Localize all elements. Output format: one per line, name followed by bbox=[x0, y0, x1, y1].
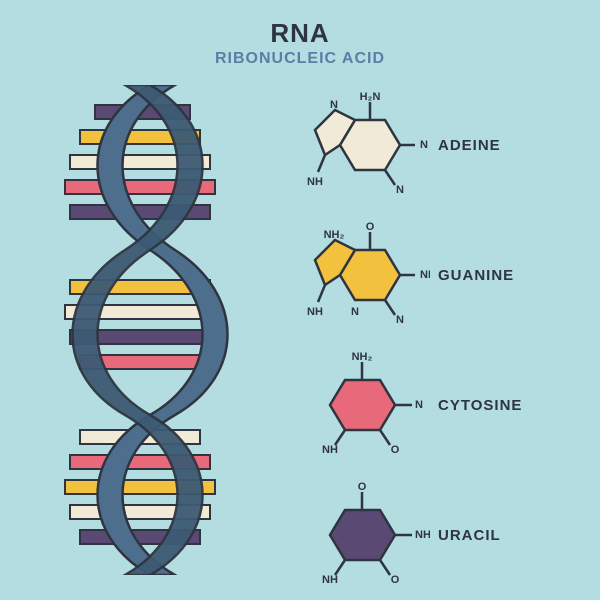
svg-text:NH₂: NH₂ bbox=[352, 351, 373, 363]
rna-helix bbox=[40, 85, 260, 575]
svg-text:O: O bbox=[391, 444, 400, 456]
base-row: O NH O NH URACIL bbox=[300, 480, 580, 590]
base-structure-icon: O NH N NH₂ NH N bbox=[300, 220, 430, 330]
svg-text:NH₂: NH₂ bbox=[324, 229, 345, 241]
svg-text:H₂N: H₂N bbox=[360, 91, 381, 103]
svg-text:N: N bbox=[415, 399, 423, 411]
base-label: CYTOSINE bbox=[438, 397, 522, 414]
rna-infographic: RNA RIBONUCLEIC ACID H₂NNNNNHADEINEONHNN… bbox=[0, 0, 600, 600]
svg-text:NH: NH bbox=[420, 269, 430, 281]
svg-text:N: N bbox=[420, 139, 428, 151]
svg-text:N: N bbox=[330, 99, 338, 111]
page-subtitle: RIBONUCLEIC ACID bbox=[0, 50, 600, 68]
svg-text:N: N bbox=[351, 306, 359, 318]
bases-column: H₂N N N N NH ADEINE O NH N NH₂ NH N GUANINE NH₂ N O NH CY… bbox=[300, 90, 580, 610]
svg-text:NH: NH bbox=[322, 574, 338, 586]
base-structure-icon: H₂N N N N NH bbox=[300, 90, 430, 200]
rna-helix-svg bbox=[40, 85, 260, 575]
base-structure-icon: NH₂ N O NH bbox=[300, 350, 430, 460]
svg-text:N: N bbox=[396, 314, 404, 326]
svg-text:O: O bbox=[366, 221, 375, 233]
page-title: RNA bbox=[0, 18, 600, 49]
svg-text:O: O bbox=[391, 574, 400, 586]
svg-text:N: N bbox=[396, 184, 404, 196]
svg-text:NH: NH bbox=[415, 529, 430, 541]
svg-text:NH: NH bbox=[322, 444, 338, 456]
base-structure-icon: O NH O NH bbox=[300, 480, 430, 590]
svg-text:O: O bbox=[358, 481, 367, 493]
base-label: GUANINE bbox=[438, 267, 514, 284]
base-label: ADEINE bbox=[438, 137, 501, 154]
svg-text:NH: NH bbox=[307, 306, 323, 318]
base-row: O NH N NH₂ NH N GUANINE bbox=[300, 220, 580, 330]
base-label: URACIL bbox=[438, 527, 501, 544]
svg-text:NH: NH bbox=[307, 176, 323, 188]
base-row: H₂N N N N NH ADEINE bbox=[300, 90, 580, 200]
base-row: NH₂ N O NH CYTOSINE bbox=[300, 350, 580, 460]
